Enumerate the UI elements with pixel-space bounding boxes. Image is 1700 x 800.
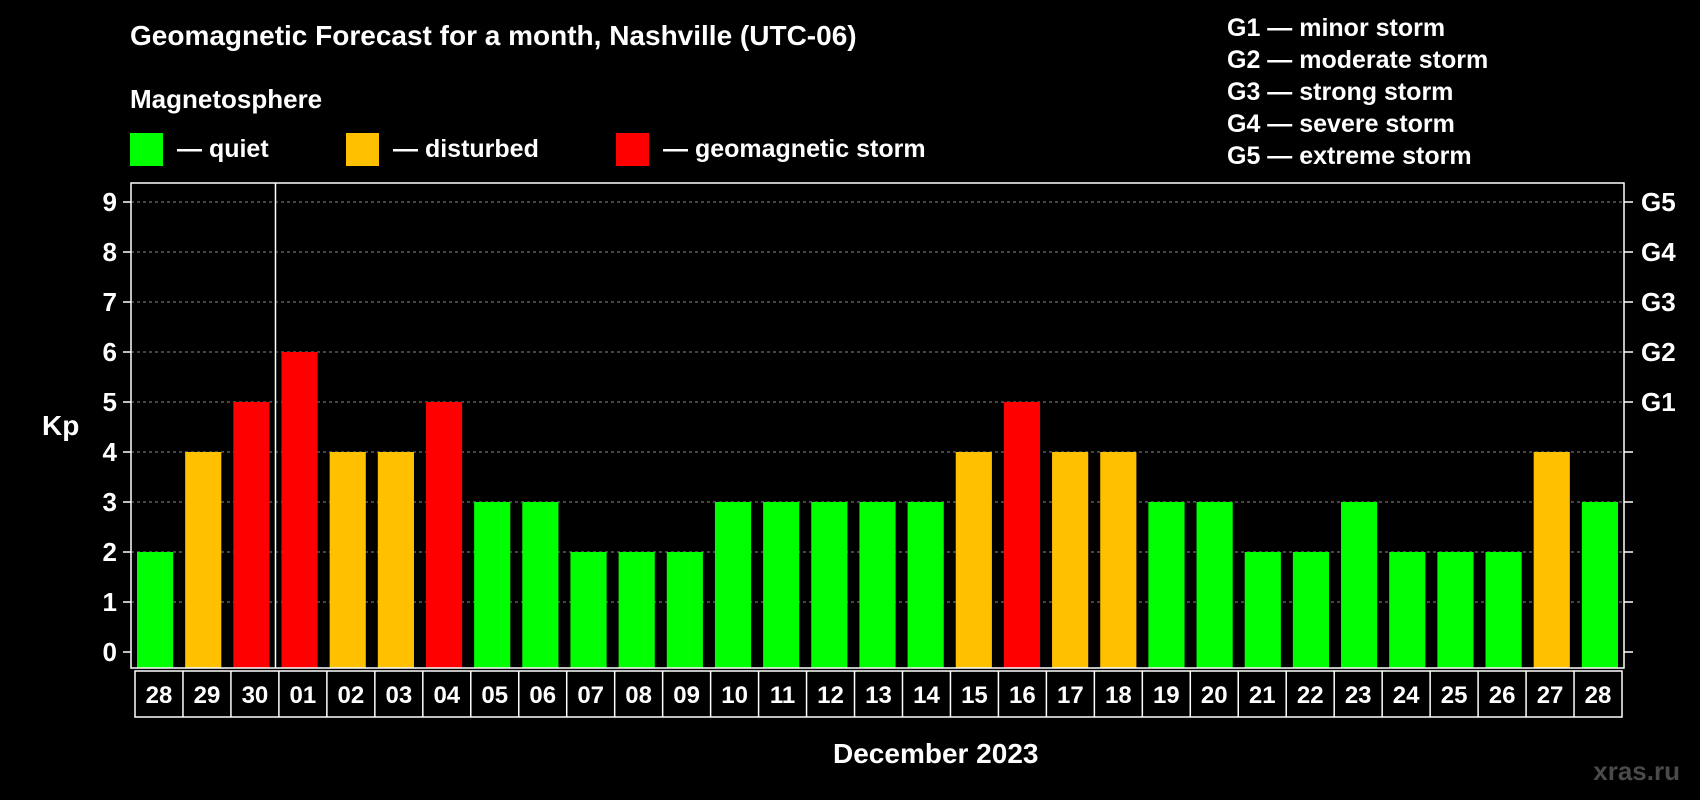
x-tick-label-11: 09 [673,682,700,709]
bar-7 [474,502,511,668]
x-tick-label-4: 02 [338,682,365,709]
x-tick-label-22: 20 [1201,682,1228,709]
legend-swatch-quiet [130,133,163,166]
legend-label-storm: — geomagnetic storm [663,135,926,163]
x-tick-label-28: 26 [1489,682,1516,709]
g-scale-g5: G5 — extreme storm [1227,142,1472,170]
legend-swatch-disturbed [346,133,379,166]
legend-swatch-storm [616,133,649,166]
y-tick-label-9: 9 [103,187,117,217]
x-tick-label-23: 21 [1249,682,1276,709]
bar-9 [570,552,607,668]
y-tick-label-6: 6 [103,337,117,367]
x-tick-label-15: 13 [865,682,892,709]
x-tick-label-13: 11 [770,682,795,709]
right-axis-label-g4: G4 [1641,237,1676,267]
g-scale-g1: G1 — minor storm [1227,14,1446,42]
bar-14 [811,502,848,668]
bar-29 [1533,452,1570,668]
right-axis-label-g3: G3 [1641,287,1676,317]
x-tick-label-1: 29 [194,682,221,709]
x-tick-label-6: 04 [433,682,460,709]
x-axis-label: December 2023 [833,738,1039,769]
x-tick-label-16: 14 [913,682,940,709]
bar-12 [714,502,752,668]
x-tick-label-17: 15 [961,682,988,709]
bar-0 [137,552,174,668]
bar-6 [425,402,463,668]
right-axis-label-g5: G5 [1641,187,1676,217]
date-row-frame [134,670,1623,718]
bar-10 [618,552,655,668]
y-tick-label-5: 5 [103,387,117,417]
right-axis-label-g2: G2 [1641,337,1676,367]
y-tick-label-7: 7 [103,287,117,317]
bar-16 [907,502,944,668]
x-tick-label-30: 28 [1585,682,1612,709]
y-tick-label-2: 2 [103,537,117,567]
bar-5 [377,452,414,668]
legend-heading: Magnetosphere [130,84,323,114]
x-tick-label-21: 19 [1153,682,1180,709]
x-tick-label-10: 08 [625,682,652,709]
x-tick-label-18: 16 [1009,682,1036,709]
x-tick-label-12: 10 [721,682,748,709]
y-tick-label-1: 1 [103,587,117,617]
y-tick-label-8: 8 [103,237,117,267]
y-tick-label-0: 0 [103,637,117,667]
bar-27 [1437,552,1474,668]
chart-title: Geomagnetic Forecast for a month, Nashvi… [130,20,857,51]
g-scale-g4: G4 — severe storm [1227,110,1455,138]
bar-22 [1196,502,1233,668]
y-tick-label-3: 3 [103,487,117,517]
y-tick-label-4: 4 [103,437,118,467]
bar-26 [1389,552,1426,668]
bar-30 [1581,502,1618,668]
bar-28 [1485,552,1522,668]
x-tick-label-25: 23 [1345,682,1372,709]
x-tick-label-14: 12 [817,682,844,709]
bar-3 [281,352,318,668]
bar-24 [1292,552,1330,668]
bar-13 [763,502,800,668]
watermark: xras.ru [1593,756,1680,786]
x-tick-label-24: 22 [1297,682,1324,709]
x-tick-label-5: 03 [385,682,412,709]
x-tick-label-7: 05 [481,682,508,709]
x-tick-label-9: 07 [577,682,604,709]
y-axis-label: Kp [42,410,80,441]
x-tick-label-8: 06 [529,682,556,709]
x-tick-label-2: 30 [242,682,269,709]
bar-17 [955,452,992,668]
legend-label-disturbed: — disturbed [393,135,539,163]
bar-21 [1148,502,1185,668]
x-tick-label-0: 28 [146,682,173,709]
bar-8 [522,502,559,668]
x-tick-label-26: 24 [1393,682,1420,709]
right-axis-label-g1: G1 [1641,387,1676,417]
g-scale-g2: G2 — moderate storm [1227,46,1489,74]
bar-19 [1052,452,1089,668]
bar-18 [1003,402,1041,668]
bar-23 [1244,552,1281,668]
x-tick-label-3: 01 [290,682,317,709]
x-tick-label-29: 27 [1537,682,1564,709]
plot-frame [130,182,1625,669]
x-tick-label-27: 25 [1441,682,1468,709]
bar-4 [329,452,366,668]
legend-label-quiet: — quiet [177,135,269,163]
x-tick-label-20: 18 [1105,682,1132,709]
bar-11 [666,552,703,668]
bar-15 [859,502,896,668]
bar-2 [233,402,270,668]
bar-1 [185,452,222,668]
g-scale-g3: G3 — strong storm [1227,78,1454,106]
x-tick-label-19: 17 [1057,682,1084,709]
bar-25 [1341,502,1378,668]
bar-20 [1100,452,1137,668]
